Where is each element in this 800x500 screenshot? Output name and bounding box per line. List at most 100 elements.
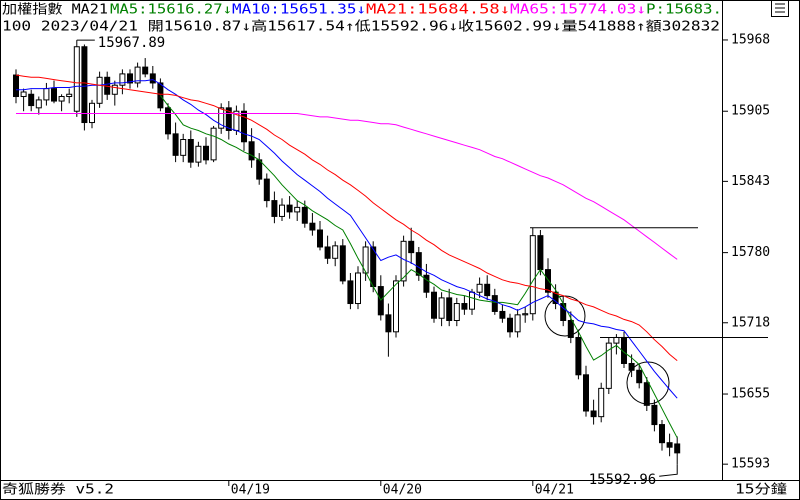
candle-body [195, 145, 202, 163]
annotation-leader [659, 464, 678, 477]
candle-body [81, 46, 88, 124]
candle-body [461, 303, 468, 310]
chart-title: 加權指數 MA21 [2, 3, 108, 18]
candle-body [499, 310, 506, 319]
candle-body [119, 73, 126, 86]
candle-body [469, 291, 475, 310]
y-tick-label: 15843 [731, 174, 770, 189]
candle-body [187, 139, 194, 163]
candle-body [408, 240, 415, 254]
candle-body [628, 362, 635, 371]
y-tick-label: 15905 [731, 104, 770, 119]
candle-body [423, 274, 430, 293]
candle-body [241, 110, 247, 143]
candle-body [666, 442, 673, 448]
candle-body [507, 317, 513, 333]
candle-body [674, 443, 681, 454]
candle-body [537, 235, 544, 271]
candle-body [324, 246, 331, 259]
x-tick-label: 04/20 [383, 483, 422, 498]
legend-entry: MA21:15684.58↓ [366, 3, 510, 18]
candle-body [529, 235, 536, 315]
candle-body [636, 369, 643, 384]
candle-body [613, 336, 620, 344]
candle-body [453, 303, 460, 321]
candle-body [598, 387, 605, 418]
candle-body [180, 139, 187, 156]
candle-body [35, 99, 42, 109]
candle-body [438, 297, 445, 319]
candle-body [279, 204, 285, 217]
candle-body [149, 73, 156, 84]
candle-body [522, 313, 529, 316]
ma-line [159, 95, 678, 439]
candle-body [301, 206, 308, 224]
x-tick-label: 04/21 [535, 483, 574, 498]
ma-line [16, 113, 678, 260]
candle-body [28, 93, 35, 107]
candle-body [172, 133, 179, 156]
candle-body [605, 342, 612, 389]
y-tick-label: 15968 [731, 32, 770, 47]
candle-body [294, 206, 301, 213]
y-tick-label: 15655 [731, 387, 770, 402]
candle-body [446, 297, 453, 321]
annotation-label: 15967.89 [98, 35, 165, 51]
candle-body [545, 269, 551, 293]
candle-body [317, 229, 323, 248]
candle-body [431, 291, 437, 319]
candle-body [142, 66, 149, 75]
ma-line [16, 79, 678, 399]
legend-entry: MA5:15616.27↓ [110, 3, 232, 18]
candle-body [347, 280, 354, 305]
candle-body [415, 252, 422, 276]
candle-body [590, 410, 597, 418]
price-label: P:15683. [646, 3, 722, 18]
candle-body [58, 96, 65, 102]
candle-body [339, 245, 346, 282]
candle-body [134, 66, 141, 84]
candle-body [51, 88, 57, 102]
candle-body [157, 82, 164, 109]
candle-body [225, 107, 232, 131]
candle-body [491, 295, 498, 312]
app-name: 奇狐勝券 v5.2 [2, 482, 114, 498]
candle-body [127, 73, 133, 84]
annotation-label: 15592.96 [589, 472, 656, 488]
candle-body [552, 291, 559, 305]
candle-body [13, 74, 19, 98]
candle-body [484, 283, 491, 297]
candle-body [643, 382, 650, 406]
candle-body [659, 424, 665, 444]
candle-body [286, 204, 293, 213]
candle-body [96, 76, 103, 104]
y-tick-label: 15718 [731, 315, 770, 330]
candle-body [165, 107, 171, 135]
candle-body [567, 319, 574, 338]
y-tick-label: 15780 [731, 245, 770, 260]
candle-body [355, 272, 361, 305]
legend-entry: MA65:15774.03↓ [510, 3, 646, 18]
info-line: 100 2023/04/21 開15610.87↓高15617.54↑低1559… [2, 19, 720, 35]
candle-body [400, 240, 407, 282]
candle-body [271, 200, 278, 217]
candle-body [111, 84, 118, 95]
candle-body [203, 145, 209, 161]
candle-body [248, 141, 255, 161]
candle-body [43, 88, 50, 101]
candle-body [332, 245, 339, 259]
candle-body [370, 246, 377, 288]
candle-body [651, 404, 658, 426]
candle-body [309, 222, 316, 231]
candle-body [210, 127, 217, 161]
candle-body [385, 314, 392, 333]
legend-entry: MA10:15651.35↓ [232, 3, 366, 18]
candle-body [20, 91, 27, 98]
candle-body [476, 283, 483, 293]
candle-body [514, 314, 521, 333]
candle-body [73, 46, 80, 112]
candle-body [66, 93, 73, 98]
candle-body [256, 159, 263, 180]
y-tick-label: 15593 [731, 457, 770, 472]
